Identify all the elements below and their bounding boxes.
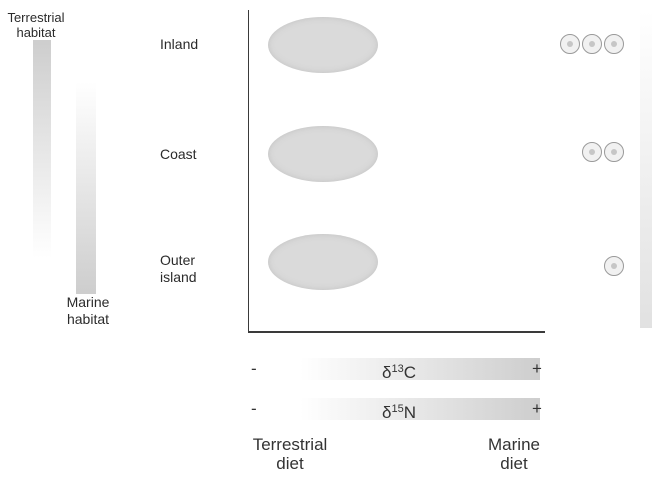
marine-circle [582, 34, 602, 54]
marine-habitat-gradient [76, 82, 96, 294]
terrestrial-diet-label: Terrestrial diet [252, 435, 328, 473]
right-edge-gradient [640, 10, 652, 328]
marine-habitat-label: Marine habitat [66, 294, 110, 327]
marine-circle [582, 142, 602, 162]
marine-circle [604, 256, 624, 276]
row-label-inland: Inland [160, 36, 199, 52]
y-axis-line [248, 10, 249, 332]
nitrogen-isotope-label: δ15N [382, 403, 416, 422]
carbon-plus: + [532, 359, 542, 378]
marine-diet-label: Marine diet [488, 435, 540, 473]
nitrogen-plus: + [532, 399, 542, 418]
marine-circle [604, 34, 624, 54]
marine-circle [604, 142, 624, 162]
terrestrial-habitat-gradient [33, 40, 51, 258]
coast-terrestrial-oval [268, 126, 378, 182]
nitrogen-gradient-bar [300, 398, 540, 420]
outer-island-terrestrial-oval [268, 234, 378, 290]
terrestrial-habitat-label: Terrestrial habitat [7, 10, 65, 40]
row-label-coast: Coast [160, 146, 197, 162]
marine-circle [560, 34, 580, 54]
row-label-outer-island: Outer island [160, 252, 197, 285]
x-axis-line [248, 331, 545, 333]
inland-terrestrial-oval [268, 17, 378, 73]
nitrogen-minus: - [251, 399, 257, 418]
carbon-gradient-bar [300, 358, 540, 380]
carbon-isotope-label: δ13C [382, 363, 416, 382]
carbon-minus: - [251, 359, 257, 378]
